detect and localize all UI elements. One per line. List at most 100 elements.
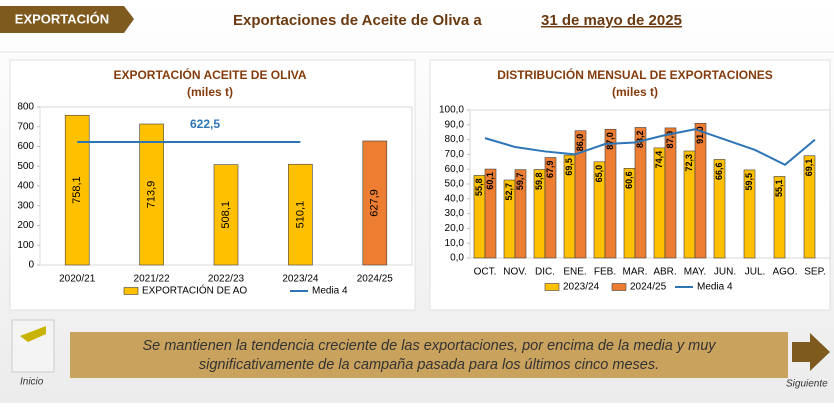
bar-value-label: 60,6: [624, 171, 634, 189]
x-tick-label: JUN.: [714, 267, 736, 278]
message-box: [70, 332, 788, 378]
legend-label: Media 4: [312, 286, 348, 297]
bar: [574, 130, 587, 259]
bar: [773, 176, 786, 259]
x-tick-label: OCT.: [474, 267, 497, 278]
page-title: Exportaciones de Aceite de Oliva a: [233, 12, 482, 29]
bar: [664, 127, 677, 259]
x-tick-label: ABR.: [653, 267, 676, 278]
bar: [288, 163, 313, 266]
bar-value-label: 72,3: [684, 154, 694, 172]
bar: [514, 169, 527, 259]
y-tick-label: 20,0: [445, 223, 465, 234]
home-icon-shape: [20, 326, 46, 342]
x-tick-label: 2023/24: [282, 274, 319, 285]
x-tick-label: MAY.: [684, 267, 706, 278]
bar: [484, 168, 497, 259]
bar: [803, 155, 816, 259]
legend-label: 2024/25: [630, 282, 667, 293]
section-tab-label: EXPORTACIÓN: [15, 11, 109, 26]
line-series: [484, 128, 816, 166]
y-tick-label: 0: [28, 260, 34, 271]
x-tick-label: DIC.: [535, 267, 555, 278]
bar-value-label: 59,7: [515, 173, 525, 191]
message-line: Se mantienen la tendencia creciente de l…: [142, 338, 716, 354]
y-tick-label: 70,0: [445, 149, 465, 160]
x-tick-label: ENE.: [563, 267, 586, 278]
y-tick-label: 50,0: [445, 179, 465, 190]
bar-value-label: 87,0: [605, 132, 615, 150]
chart-title: DISTRIBUCIÓN MENSUAL DE EXPORTACIONES: [497, 67, 773, 82]
bar-value-label: 627,9: [369, 189, 381, 217]
y-tick-label: 300: [17, 200, 34, 211]
chart-subtitle: (miles t): [187, 85, 233, 99]
x-tick-label: 2024/25: [357, 274, 394, 285]
legend-label: Media 4: [697, 282, 733, 293]
bar-value-label: 66,6: [714, 162, 724, 180]
bar-value-label: 59,8: [534, 172, 544, 190]
bar-value-label: 510,1: [294, 201, 306, 229]
x-tick-label: MAR.: [623, 267, 648, 278]
bar-value-label: 59,5: [744, 173, 754, 191]
y-tick-label: 500: [17, 161, 34, 172]
y-tick-label: 60,0: [445, 164, 465, 175]
y-tick-label: 100,0: [439, 105, 464, 116]
next-arrow[interactable]: [792, 333, 830, 371]
bar: [634, 127, 647, 259]
x-tick-label: AGO.: [772, 267, 797, 278]
x-tick-label: 2020/21: [59, 274, 96, 285]
bar: [604, 128, 617, 259]
y-tick-label: 600: [17, 141, 34, 152]
bar: [743, 169, 756, 259]
message-line: significativamente de la campaña pasada …: [199, 357, 659, 373]
y-tick-label: 40,0: [445, 193, 465, 204]
next-label[interactable]: Siguiente: [786, 379, 828, 390]
x-tick-label: SEP.: [804, 267, 826, 278]
bar-value-label: 52,7: [504, 183, 514, 201]
y-tick-label: 400: [17, 181, 34, 192]
y-tick-label: 200: [17, 220, 34, 231]
y-tick-label: 800: [17, 102, 34, 113]
bar: [139, 123, 164, 266]
y-tick-label: 90,0: [445, 119, 465, 130]
legend-swatch: [123, 287, 139, 295]
bar-value-label: 86,0: [575, 134, 585, 152]
bar-value-label: 713,9: [146, 181, 158, 209]
legend-swatch: [544, 283, 560, 291]
bar: [213, 164, 239, 266]
bar-value-label: 74,4: [654, 151, 664, 169]
bar: [694, 123, 707, 259]
bar-value-label: 55,1: [774, 179, 784, 197]
x-tick-label: JUL.: [745, 267, 766, 278]
x-tick-label: 2021/22: [134, 274, 171, 285]
y-tick-label: 100: [17, 240, 34, 251]
chart-subtitle: (miles t): [612, 85, 658, 99]
y-tick-label: 10,0: [445, 238, 465, 249]
legend-label: 2023/24: [563, 282, 600, 293]
bar-value-label: 758,1: [71, 176, 83, 204]
bar-value-label: 60,1: [485, 172, 495, 190]
page-date: 31 de mayo de 2025: [541, 12, 682, 29]
bar-value-label: 87,9: [665, 131, 675, 149]
home-label[interactable]: Inicio: [20, 377, 44, 388]
bar: [64, 114, 90, 266]
x-tick-label: 2022/23: [208, 274, 245, 285]
bar: [713, 159, 726, 259]
y-tick-label: 0,0: [450, 253, 464, 264]
y-tick-label: 30,0: [445, 208, 465, 219]
x-tick-label: FEB.: [594, 267, 616, 278]
section-tab: [0, 6, 134, 33]
bar-value-label: 69,5: [564, 158, 574, 176]
bar-value-label: 67,9: [545, 161, 555, 179]
home-icon[interactable]: [11, 319, 55, 373]
bar-value-label: 91,0: [695, 126, 705, 144]
legend-swatch: [611, 283, 627, 291]
bar-value-label: 88,2: [635, 130, 645, 148]
line-annotation: 622,5: [190, 117, 220, 131]
bar-value-label: 55,8: [474, 178, 484, 196]
chart-title: EXPORTACIÓN ACEITE DE OLIVA: [113, 67, 306, 82]
bar-value-label: 65,0: [594, 165, 604, 183]
x-tick-label: NOV.: [503, 267, 527, 278]
y-tick-label: 80,0: [445, 134, 465, 145]
